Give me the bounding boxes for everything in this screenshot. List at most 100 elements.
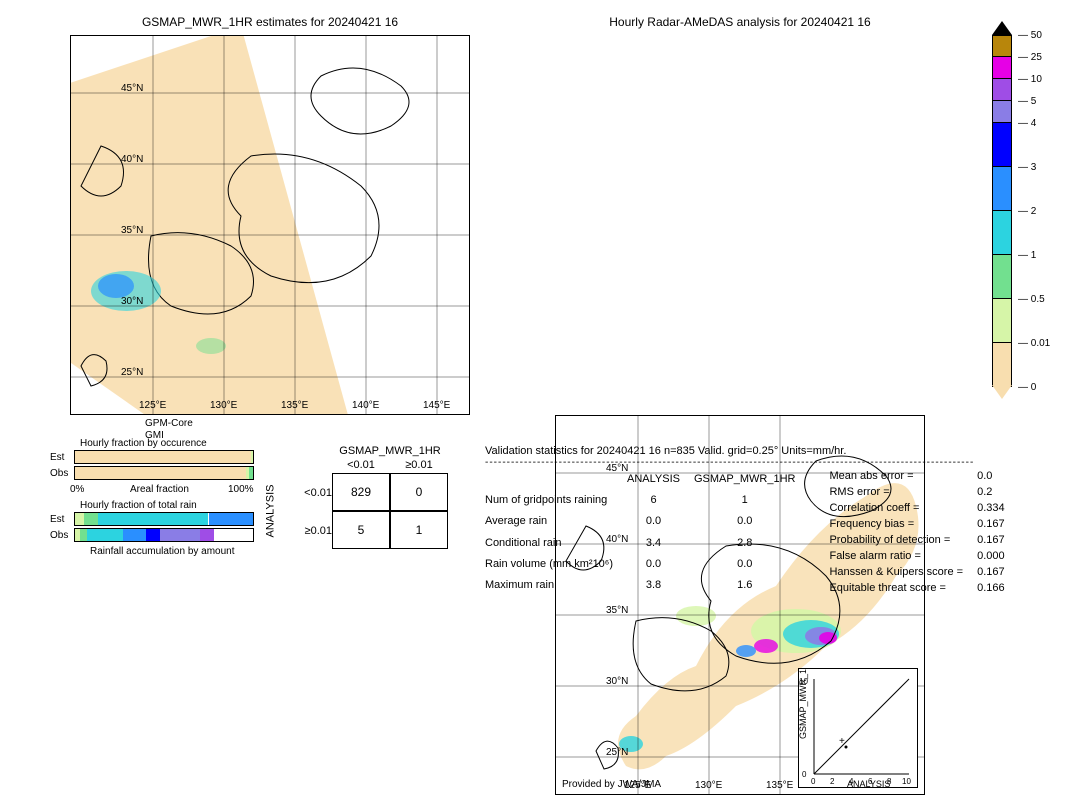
- val-row-label: Num of gridpoints raining: [485, 489, 627, 510]
- colorbar-label: — 10: [1018, 74, 1042, 85]
- validation-divider: ----------------------------------------…: [485, 457, 1065, 468]
- validation-title: Validation statistics for 20240421 16 n=…: [485, 445, 1065, 457]
- colorbar-label: — 1: [1018, 250, 1036, 261]
- colorbar-segment: [992, 211, 1012, 255]
- bar-segment: [200, 529, 214, 541]
- colorbar-bot-tri: [992, 385, 1012, 399]
- sat-label-1: GPM-Core: [145, 418, 193, 429]
- ct-row0: <0.01: [298, 487, 332, 499]
- metric-label: RMS error =: [829, 484, 977, 500]
- left-map-title: GSMAP_MWR_1HR estimates for 20240421 16: [70, 15, 470, 29]
- metric-label: Mean abs error =: [829, 468, 977, 484]
- frac-occ-axis-left: 0%: [70, 484, 84, 495]
- metric-label: Frequency bias =: [829, 516, 977, 532]
- metric-label: Hanssen & Kuipers score =: [829, 564, 977, 580]
- svg-text:25°N: 25°N: [606, 747, 628, 758]
- colorbar-label: — 5: [1018, 96, 1036, 107]
- svg-text:140°E: 140°E: [352, 400, 380, 411]
- colorbar-label: — 0: [1018, 382, 1036, 393]
- validation-table: ANALYSISGSMAP_MWR_1HR Num of gridpoints …: [485, 468, 809, 596]
- val-col-b: GSMAP_MWR_1HR: [694, 468, 809, 489]
- colorbar: — 50— 25— 10— 5— 4— 3— 2— 1— 0.5— 0.01— …: [992, 35, 1052, 435]
- ct-col-header: GSMAP_MWR_1HR: [332, 445, 448, 457]
- svg-text:135°E: 135°E: [281, 400, 309, 411]
- colorbar-segment: [992, 255, 1012, 299]
- svg-text:130°E: 130°E: [695, 780, 723, 791]
- metric-value: 0.167: [977, 532, 1019, 548]
- colorbar-segment: [992, 299, 1012, 343]
- metric-label: False alarm ratio =: [829, 548, 977, 564]
- colorbar-label: — 0.5: [1018, 294, 1045, 305]
- val-col-a: ANALYSIS: [627, 468, 694, 489]
- metric-value: 0.167: [977, 564, 1019, 580]
- colorbar-segment: [992, 57, 1012, 79]
- frac-occ-axis-mid: Areal fraction: [130, 484, 189, 495]
- frac-occ-obs-label: Obs: [50, 468, 68, 479]
- svg-text:125°E: 125°E: [139, 400, 167, 411]
- bar-segment: [123, 529, 146, 541]
- frac-occ-title: Hourly fraction by occurence: [80, 438, 207, 449]
- svg-text:40°N: 40°N: [121, 154, 143, 165]
- svg-text:30°N: 30°N: [121, 296, 143, 307]
- svg-text:10: 10: [799, 677, 808, 686]
- contingency-table: GSMAP_MWR_1HR <0.01 ≥0.01 ANALYSIS <0.01…: [280, 445, 450, 565]
- frac-occ-axis-right: 100%: [228, 484, 254, 495]
- val-row-label: Average rain: [485, 511, 627, 532]
- svg-text:10: 10: [902, 777, 911, 786]
- frac-occ-est-label: Est: [50, 452, 64, 463]
- jma-attribution: Provided by JWA/JMA: [562, 779, 661, 790]
- svg-text:145°E: 145°E: [423, 400, 451, 411]
- frac-rain-obs-label: Obs: [50, 530, 68, 541]
- scatter-plot: ANALYSIS GSMAP_MWR_1HR 0 2 4 6 8 10 0 10…: [798, 668, 918, 788]
- val-row-label: Maximum rain: [485, 575, 627, 596]
- metric-value: 0.166: [977, 580, 1019, 596]
- metric-value: 0.334: [977, 500, 1019, 516]
- bar-segment: [80, 529, 87, 541]
- bar-segment: [87, 529, 123, 541]
- frac-rain-footer: Rainfall accumulation by amount: [90, 546, 235, 557]
- colorbar-label: — 50: [1018, 30, 1042, 41]
- validation-metrics: Mean abs error =0.0RMS error =0.2Correla…: [829, 468, 1018, 596]
- val-row-b: 2.8: [694, 532, 809, 553]
- val-row-b: 1.6: [694, 575, 809, 596]
- metric-label: Correlation coeff =: [829, 500, 977, 516]
- metric-label: Equitable threat score =: [829, 580, 977, 596]
- svg-text:+: +: [839, 736, 845, 747]
- svg-text:0: 0: [811, 777, 816, 786]
- metric-value: 0.2: [977, 484, 1019, 500]
- svg-text:2: 2: [830, 777, 835, 786]
- svg-text:135°E: 135°E: [766, 780, 794, 791]
- val-row-b: 0.0: [694, 553, 809, 574]
- val-row-a: 6: [627, 489, 694, 510]
- val-row-b: 0.0: [694, 511, 809, 532]
- colorbar-label: — 25: [1018, 52, 1042, 63]
- bar-segment: [209, 513, 254, 525]
- val-row-a: 3.8: [627, 575, 694, 596]
- bar-segment: [98, 513, 208, 525]
- bar-segment: [75, 513, 84, 525]
- frac-rain-title: Hourly fraction of total rain: [80, 500, 197, 511]
- frac-rain-est-label: Est: [50, 514, 64, 525]
- svg-text:8: 8: [887, 777, 892, 786]
- svg-text:6: 6: [868, 777, 873, 786]
- colorbar-segment: [992, 343, 1012, 387]
- svg-text:130°E: 130°E: [210, 400, 238, 411]
- metric-value: 0.167: [977, 516, 1019, 532]
- svg-text:30°N: 30°N: [606, 676, 628, 687]
- metric-value: 0.000: [977, 548, 1019, 564]
- svg-text:35°N: 35°N: [606, 605, 628, 616]
- colorbar-segment: [992, 79, 1012, 101]
- svg-text:4: 4: [849, 777, 854, 786]
- bar-segment: [84, 513, 98, 525]
- svg-text:35°N: 35°N: [121, 225, 143, 236]
- metric-label: Probability of detection =: [829, 532, 977, 548]
- colorbar-segment: [992, 123, 1012, 167]
- colorbar-top-tri: [992, 21, 1012, 35]
- val-row-a: 3.4: [627, 532, 694, 553]
- bar-segment: [146, 529, 160, 541]
- val-row-b: 1: [694, 489, 809, 510]
- svg-text:0: 0: [802, 770, 807, 779]
- colorbar-segment: [992, 101, 1012, 123]
- left-map: 45°N 40°N 35°N 30°N 25°N 125°E 130°E 135…: [70, 35, 470, 415]
- val-row-label: Rain volume (mm km²10⁶): [485, 553, 627, 574]
